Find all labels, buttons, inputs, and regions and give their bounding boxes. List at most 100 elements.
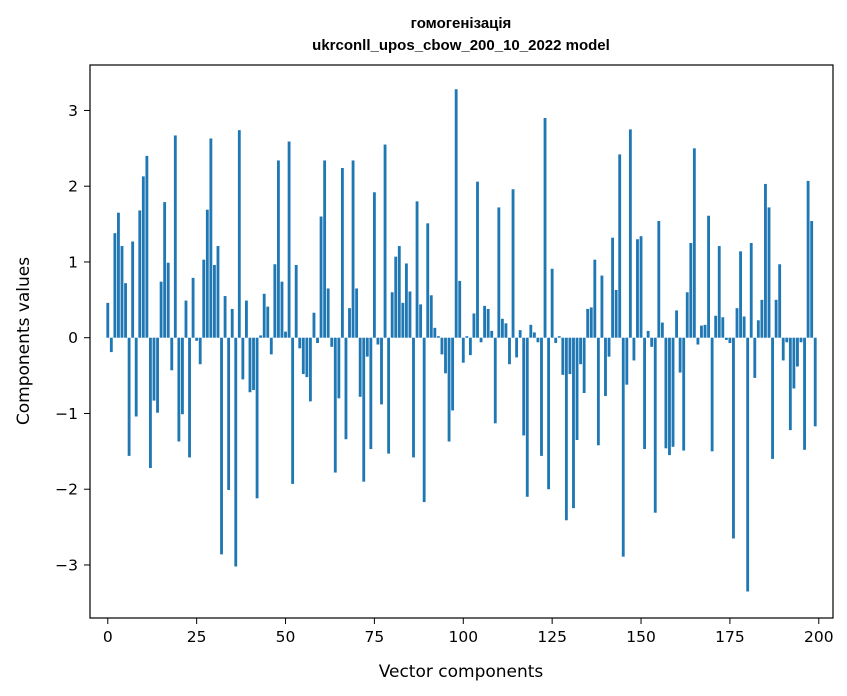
bar [245, 300, 248, 338]
bar [149, 337, 152, 469]
bar [444, 337, 447, 374]
bar [664, 337, 668, 449]
bar [131, 241, 135, 338]
bar [515, 337, 519, 358]
bar [326, 288, 330, 338]
bar [237, 130, 241, 338]
y-tick-label: −3 [55, 556, 78, 574]
bar [195, 337, 199, 341]
bar [241, 337, 245, 380]
bar [266, 306, 270, 338]
bar [344, 337, 348, 440]
bar [426, 223, 430, 338]
y-axis-ticks: −3 −2 −1 0 1 2 3 [55, 102, 90, 574]
bar [625, 337, 629, 385]
bar [550, 268, 554, 338]
bar [742, 316, 746, 338]
bar [124, 283, 127, 338]
bar [792, 337, 796, 389]
bar [525, 337, 529, 497]
x-tick-label: 200 [804, 628, 834, 646]
bar [383, 144, 387, 338]
bar [362, 337, 366, 482]
bar [419, 304, 423, 338]
bar [412, 337, 415, 458]
bar [511, 189, 515, 338]
bar [269, 337, 273, 355]
bar [340, 168, 344, 338]
bar [184, 300, 188, 338]
bar [138, 210, 142, 338]
bar [120, 246, 124, 338]
bar [774, 299, 778, 338]
bar [700, 325, 703, 338]
bar [284, 331, 287, 338]
bar [312, 312, 316, 338]
bar [248, 337, 252, 393]
bar [689, 243, 693, 338]
bar [365, 337, 369, 357]
bar [724, 337, 728, 340]
y-tick-label: −1 [55, 405, 78, 423]
bar [490, 330, 494, 338]
bar [586, 308, 590, 338]
bar [717, 246, 721, 338]
bar [596, 337, 600, 446]
x-tick-label: 50 [276, 628, 296, 646]
bar [198, 337, 202, 365]
bar [639, 236, 643, 338]
bar [117, 212, 120, 338]
bar [628, 129, 632, 338]
bar [337, 337, 341, 399]
x-axis-label: Vector components [379, 662, 544, 682]
bar [650, 337, 654, 347]
bar [739, 251, 742, 338]
bar [614, 289, 618, 338]
bar [134, 337, 138, 417]
bar [785, 337, 789, 343]
bar [696, 337, 700, 345]
x-tick-label: 150 [626, 628, 656, 646]
y-tick-label: 0 [68, 329, 78, 347]
bar [166, 262, 170, 338]
bar [781, 337, 785, 361]
bar [163, 202, 167, 338]
bar [202, 259, 206, 338]
bar [273, 264, 277, 338]
bar [532, 332, 536, 338]
bar [607, 337, 611, 357]
bar [159, 281, 163, 338]
bar [291, 337, 295, 484]
bar [714, 315, 718, 338]
bar [682, 337, 686, 451]
bar [468, 337, 472, 356]
bar [127, 337, 131, 456]
bar [358, 337, 362, 397]
bar [287, 141, 291, 338]
bar [636, 239, 639, 338]
bar [554, 337, 558, 344]
bar [621, 337, 625, 557]
x-tick-label: 100 [448, 628, 478, 646]
bar [230, 308, 234, 338]
bar [806, 180, 810, 338]
bar [483, 305, 487, 338]
bar [472, 313, 476, 338]
bar [675, 310, 678, 338]
bar [753, 337, 757, 378]
bar [387, 337, 391, 454]
bar [397, 246, 401, 338]
bar [394, 256, 398, 338]
bar [461, 337, 465, 363]
bar [447, 337, 451, 442]
bar [767, 207, 771, 338]
bar [323, 160, 327, 338]
bar [191, 277, 195, 338]
bar [732, 337, 735, 539]
bar [454, 89, 458, 338]
bar [408, 291, 412, 338]
bar [611, 237, 615, 338]
bar [479, 337, 483, 343]
bar [500, 318, 504, 338]
